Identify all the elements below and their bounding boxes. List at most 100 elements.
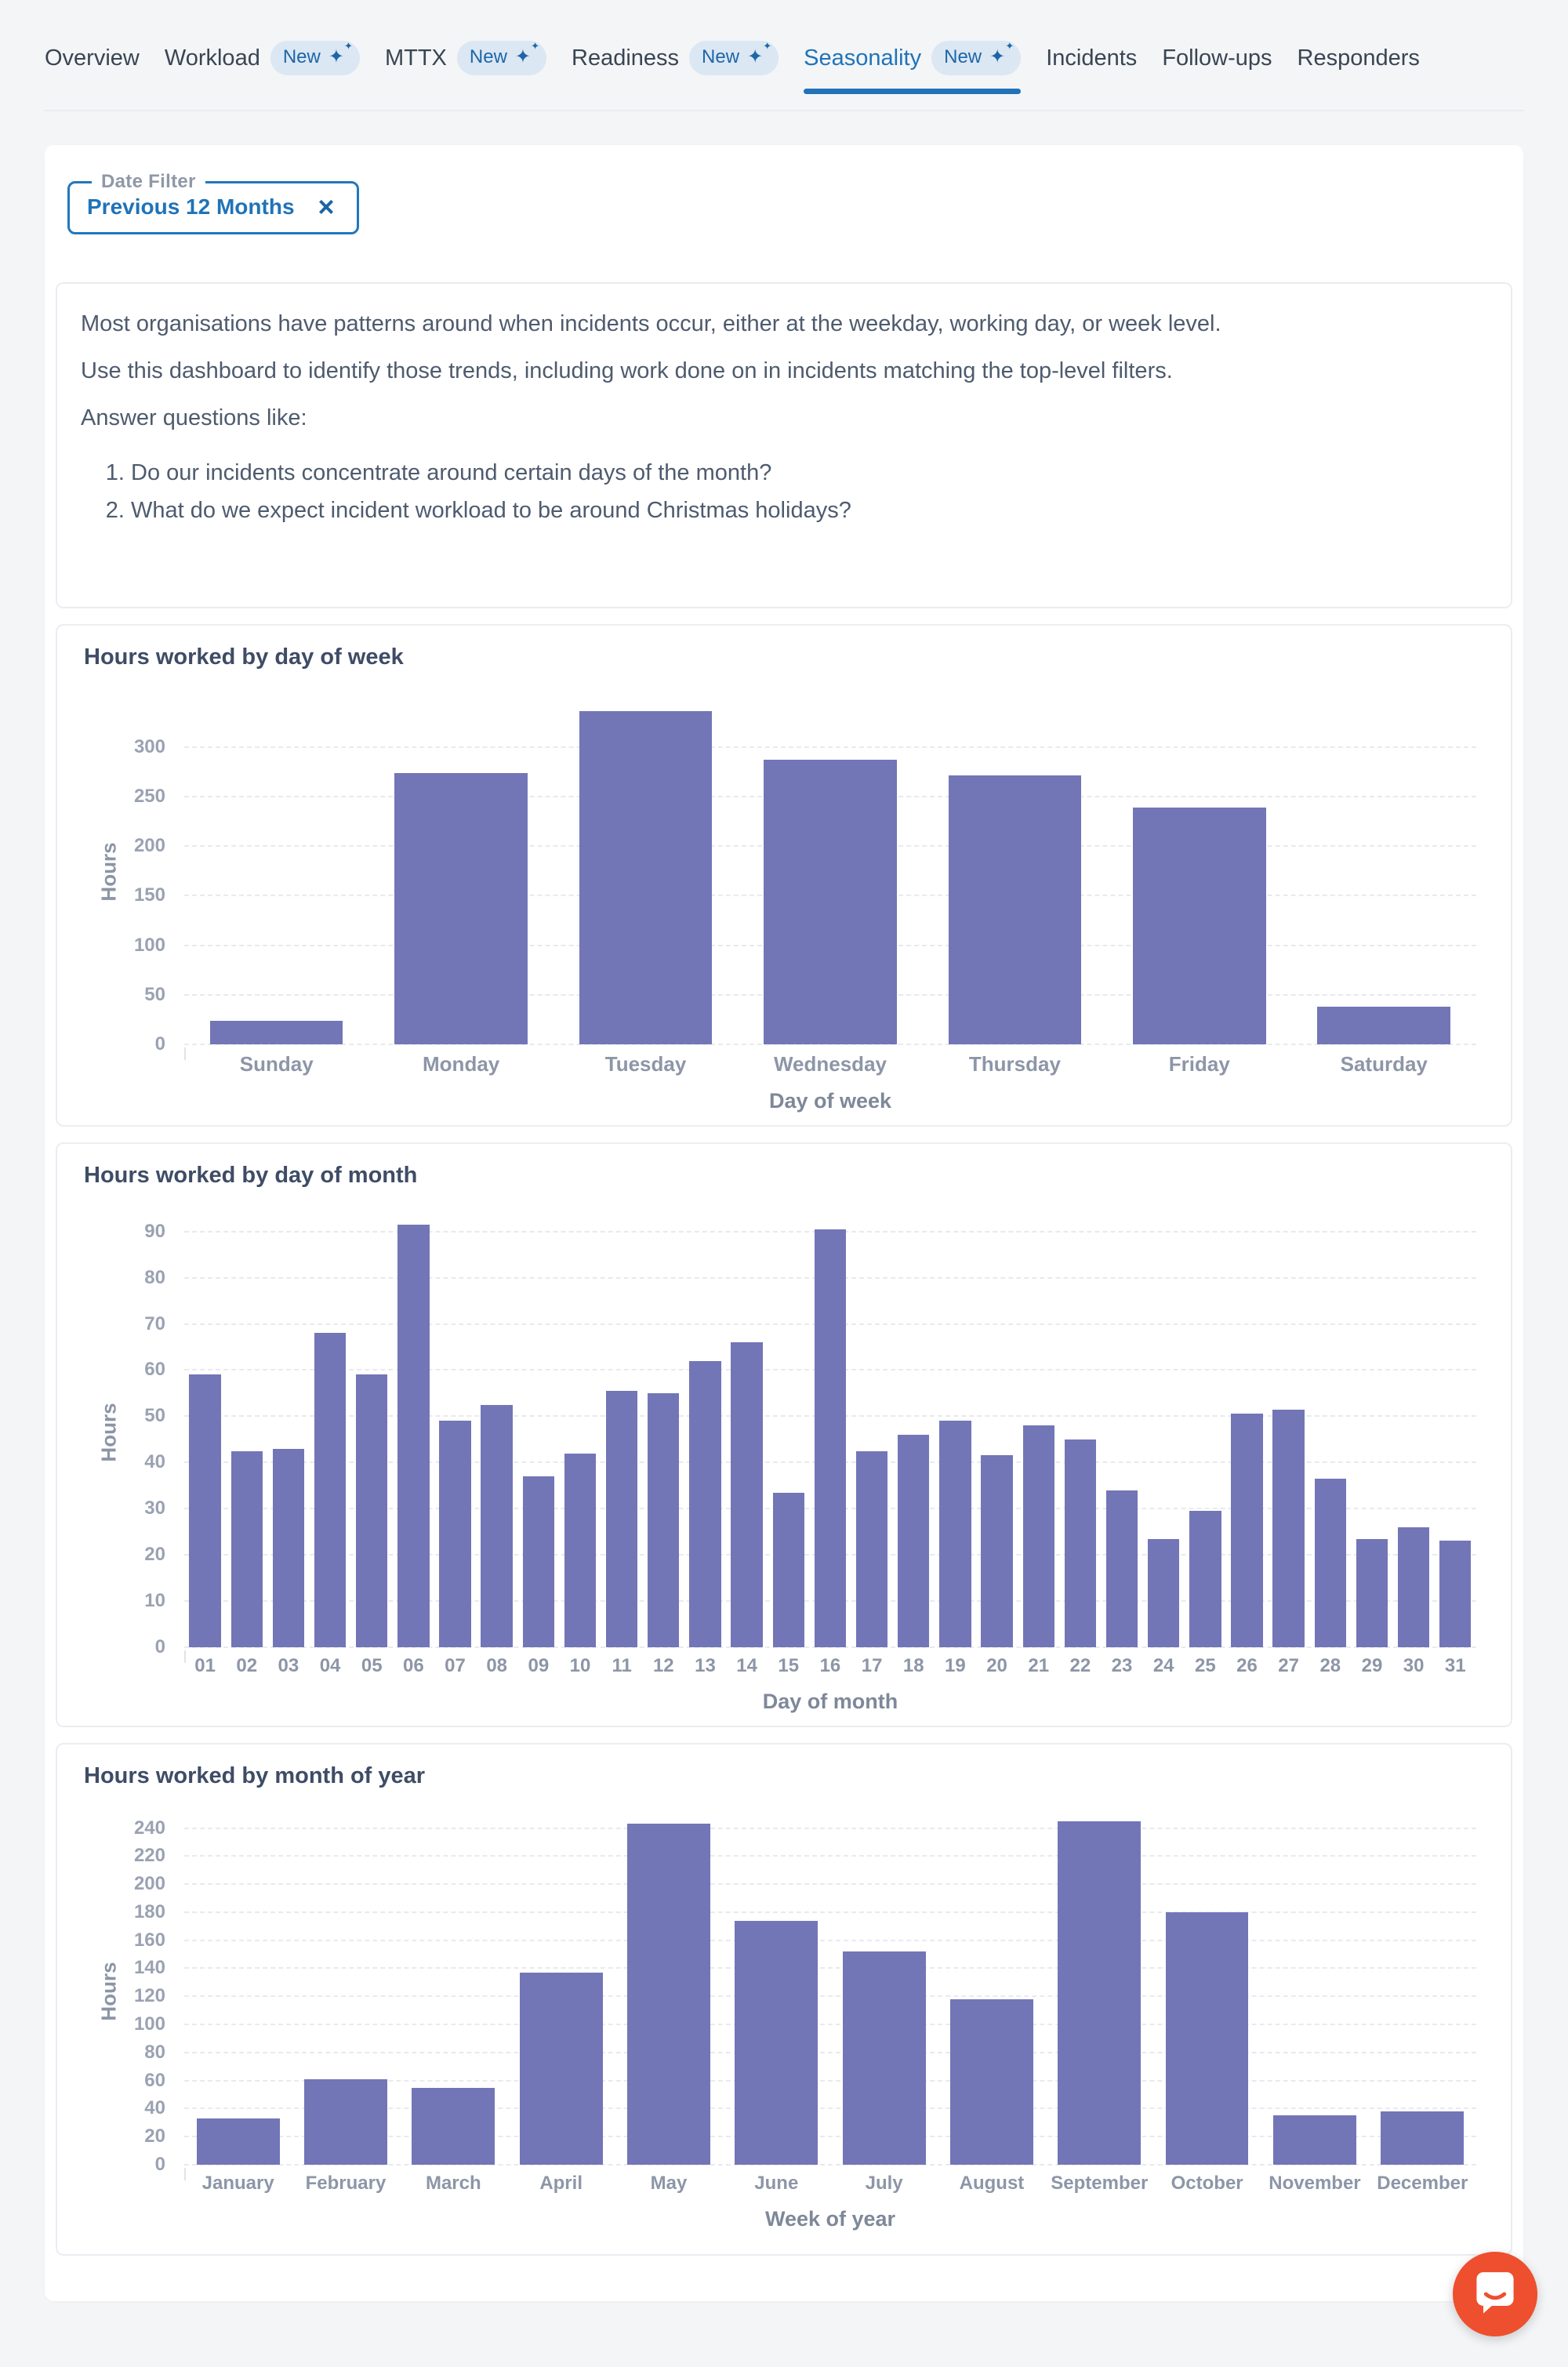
tab-overview[interactable]: Overview (45, 45, 140, 90)
tab-mttx[interactable]: MTTX New ✦ ✦ (384, 41, 547, 94)
bar-15[interactable] (772, 1492, 804, 1647)
bar-saturday[interactable] (1317, 1006, 1450, 1044)
bar-december[interactable] (1381, 2111, 1465, 2165)
y-tick-label: 100 (133, 934, 165, 956)
bar-slot (368, 699, 553, 1044)
bar-25[interactable] (1189, 1511, 1221, 1647)
bar-23[interactable] (1105, 1490, 1138, 1647)
bar-slot (935, 1218, 976, 1647)
bar-february[interactable] (304, 2078, 387, 2165)
tab-incidents[interactable]: Incidents (1046, 45, 1137, 90)
bar-22[interactable] (1064, 1439, 1097, 1647)
bar-january[interactable] (196, 2118, 280, 2165)
bar-wednesday[interactable] (764, 760, 897, 1044)
bar-october[interactable] (1165, 1911, 1249, 2165)
bar-september[interactable] (1058, 1821, 1142, 2165)
bar-19[interactable] (939, 1421, 971, 1647)
x-tick-label: January (201, 2173, 274, 2194)
bar-20[interactable] (981, 1455, 1013, 1647)
bar-27[interactable] (1272, 1409, 1305, 1647)
bar-may[interactable] (627, 1824, 710, 2165)
x-tick-label: October (1171, 2173, 1243, 2194)
bar-april[interactable] (519, 1972, 603, 2165)
tab-label: MTTX (384, 45, 447, 71)
y-tick-label: 0 (154, 1033, 165, 1055)
chat-bubble-icon (1476, 2272, 1514, 2314)
bar-29[interactable] (1356, 1538, 1388, 1647)
bar-slot (400, 1818, 507, 2165)
plot-area: 0 10 20 30 40 50 60 70 80 90 (144, 1218, 1476, 1663)
bar-18[interactable] (898, 1434, 930, 1647)
intro-paragraph: Most organisations have patterns around … (81, 311, 1221, 336)
x-tick-label: 26 (1236, 1655, 1258, 1676)
bar-sunday[interactable] (209, 1020, 343, 1044)
date-filter-label: Date Filter (101, 171, 196, 192)
bar-21[interactable] (1022, 1425, 1054, 1647)
bar-30[interactable] (1397, 1527, 1430, 1647)
x-tick-label: 14 (736, 1655, 757, 1676)
bar-14[interactable] (731, 1342, 763, 1647)
bar-friday[interactable] (1133, 807, 1266, 1044)
bar-slot (938, 1818, 1045, 2165)
tab-readiness[interactable]: Readiness New ✦ ✦ (572, 41, 779, 94)
y-tick-label: 200 (133, 835, 165, 857)
bar-31[interactable] (1439, 1541, 1472, 1647)
bar-16[interactable] (814, 1229, 847, 1647)
bars (184, 699, 1476, 1044)
y-axis-label: Hours (96, 1962, 121, 2021)
bar-monday[interactable] (394, 772, 528, 1044)
bar-thursday[interactable] (948, 775, 1082, 1044)
gridline (184, 1911, 1476, 1913)
bar-09[interactable] (522, 1476, 555, 1647)
nav-divider (45, 110, 1523, 111)
tab-workload[interactable]: Workload New ✦ ✦ (165, 41, 360, 94)
bar-12[interactable] (648, 1392, 680, 1647)
bar-march[interactable] (412, 2087, 495, 2165)
bar-24[interactable] (1147, 1538, 1180, 1647)
y-tick-label: 40 (144, 1451, 165, 1473)
bar-26[interactable] (1231, 1414, 1263, 1647)
intro-paragraph: Use this dashboard to identify those tre… (81, 358, 1173, 383)
bar-july[interactable] (842, 1951, 926, 2165)
y-tick-label: 200 (133, 1873, 165, 1895)
x-tick-label: June (754, 2173, 799, 2194)
x-tick-label: 16 (819, 1655, 841, 1676)
bar-slot (684, 1218, 726, 1647)
bar-november[interactable] (1273, 2115, 1356, 2165)
x-tick-label: July (865, 2173, 903, 2194)
y-tick-label: 140 (133, 1957, 165, 1979)
clear-filter-icon[interactable]: × (318, 190, 335, 223)
bar-02[interactable] (230, 1450, 263, 1647)
bar-28[interactable] (1314, 1478, 1346, 1647)
bar-06[interactable] (397, 1224, 430, 1647)
bar-13[interactable] (689, 1360, 721, 1647)
chat-launcher-button[interactable] (1453, 2252, 1537, 2336)
bar-07[interactable] (439, 1421, 471, 1647)
bar-03[interactable] (272, 1448, 305, 1647)
bar-slot (351, 1218, 393, 1647)
gridline (184, 1883, 1476, 1886)
x-tick-label: November (1269, 2173, 1361, 2194)
y-tick-label: 50 (144, 1405, 165, 1427)
bar-tuesday[interactable] (579, 711, 713, 1044)
tab-follow-ups[interactable]: Follow-ups (1162, 45, 1272, 90)
y-tick-label: 180 (133, 1900, 165, 1922)
bar-01[interactable] (189, 1374, 221, 1647)
x-tick-label: 06 (403, 1655, 424, 1676)
x-tick-label: 03 (278, 1655, 299, 1676)
bar-17[interactable] (855, 1450, 888, 1647)
bar-11[interactable] (605, 1390, 638, 1647)
bar-june[interactable] (735, 1920, 818, 2165)
x-tick-label: 11 (612, 1655, 632, 1676)
bar-05[interactable] (356, 1374, 388, 1647)
tab-label: Workload (164, 45, 260, 71)
bar-08[interactable] (481, 1404, 513, 1647)
bar-10[interactable] (564, 1453, 597, 1647)
gridline (184, 2107, 1476, 2110)
bar-august[interactable] (950, 1999, 1033, 2165)
tab-seasonality[interactable]: Seasonality New ✦ ✦ (804, 41, 1022, 94)
bar-04[interactable] (314, 1333, 347, 1647)
tab-responders[interactable]: Responders (1298, 45, 1420, 90)
new-badge: New ✦ ✦ (689, 41, 779, 75)
date-filter[interactable]: Date Filter Previous 12 Months × (67, 171, 359, 234)
